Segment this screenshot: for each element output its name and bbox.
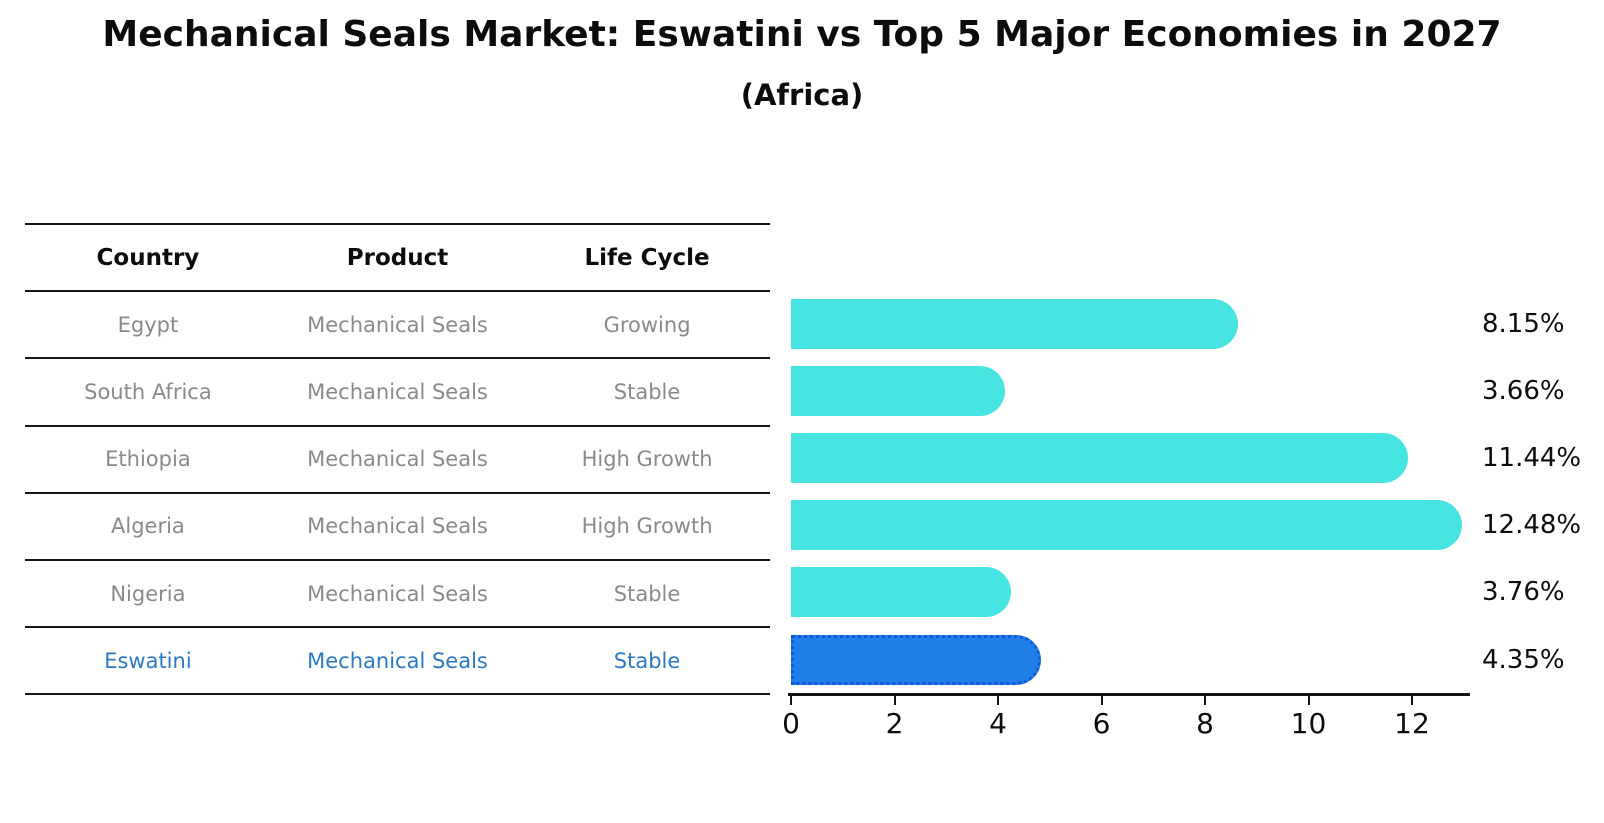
x-tick xyxy=(1100,696,1103,705)
table-header-row: Country Product Life Cycle xyxy=(25,225,770,293)
cell-product: Mechanical Seals xyxy=(307,648,488,673)
cell-country: Nigeria xyxy=(110,581,186,606)
cell-product: Mechanical Seals xyxy=(307,379,488,404)
bar-value-label: 4.35% xyxy=(1482,644,1565,675)
x-tick-label: 0 xyxy=(782,707,800,740)
cell-life_cycle: High Growth xyxy=(581,447,713,472)
bar-egypt xyxy=(791,298,1238,349)
table-row-eswatini: Eswatini Mechanical Seals Stable xyxy=(25,628,770,696)
cell-product: Mechanical Seals xyxy=(307,312,488,337)
cell-product: Mechanical Seals xyxy=(307,447,488,472)
header-product: Product xyxy=(346,244,449,271)
bar-algeria xyxy=(791,500,1462,551)
table-row-egypt: Egypt Mechanical Seals Growing xyxy=(25,292,770,360)
cell-country: Ethiopia xyxy=(105,447,191,472)
x-tick-label: 12 xyxy=(1394,707,1430,740)
cell-life_cycle: Stable xyxy=(613,648,681,673)
cell-life_cycle: Growing xyxy=(603,312,691,337)
cell-country: Algeria xyxy=(111,514,185,539)
x-tick-label: 2 xyxy=(885,707,904,740)
chart-title: Mechanical Seals Market: Eswatini vs Top… xyxy=(102,14,1502,55)
bar-value-label: 8.15% xyxy=(1482,308,1565,339)
bar-value-label: 12.48% xyxy=(1482,510,1582,541)
x-tick xyxy=(893,696,896,705)
bar-value-label: 11.44% xyxy=(1482,443,1582,473)
table-row-south-africa: South Africa Mechanical Seals Stable xyxy=(25,359,770,427)
header-country: Country xyxy=(96,244,200,271)
table-row-algeria: Algeria Mechanical Seals High Growth xyxy=(25,494,770,561)
bar-value-label: 3.76% xyxy=(1482,577,1565,608)
cell-country: South Africa xyxy=(84,379,212,404)
x-tick xyxy=(1307,696,1310,705)
cell-life_cycle: High Growth xyxy=(581,514,713,539)
x-axis xyxy=(788,693,1470,696)
cell-product: Mechanical Seals xyxy=(307,514,488,539)
chart-subtitle: (Africa) xyxy=(740,78,864,112)
header-life-cycle: Life Cycle xyxy=(584,244,710,271)
country-table: Country Product Life Cycle Egypt Mechanic… xyxy=(25,223,770,696)
x-tick-label: 4 xyxy=(989,707,1007,740)
table-body: Egypt Mechanical Seals Growing South Africa… xyxy=(25,292,770,696)
x-tick xyxy=(1204,696,1206,705)
bar-nigeria xyxy=(791,567,1011,618)
x-tick-label: 6 xyxy=(1092,707,1111,740)
bar-ethiopia xyxy=(791,433,1409,483)
x-tick xyxy=(1411,696,1413,705)
cell-country: Egypt xyxy=(117,312,179,337)
bar-eswatini xyxy=(791,634,1042,685)
x-tick xyxy=(790,696,792,705)
cell-life_cycle: Stable xyxy=(613,581,681,606)
table-row-ethiopia: Ethiopia Mechanical Seals High Growth xyxy=(25,427,770,494)
x-tick xyxy=(997,696,999,705)
table-row-nigeria: Nigeria Mechanical Seals Stable xyxy=(25,561,770,629)
bar-south-africa xyxy=(791,365,1006,416)
cell-country: Eswatini xyxy=(104,648,192,673)
x-tick-label: 10 xyxy=(1290,707,1327,740)
bar-value-label: 3.66% xyxy=(1482,375,1565,406)
cell-product: Mechanical Seals xyxy=(307,581,488,606)
cell-life_cycle: Stable xyxy=(613,379,681,404)
x-tick-label: 8 xyxy=(1196,707,1214,740)
